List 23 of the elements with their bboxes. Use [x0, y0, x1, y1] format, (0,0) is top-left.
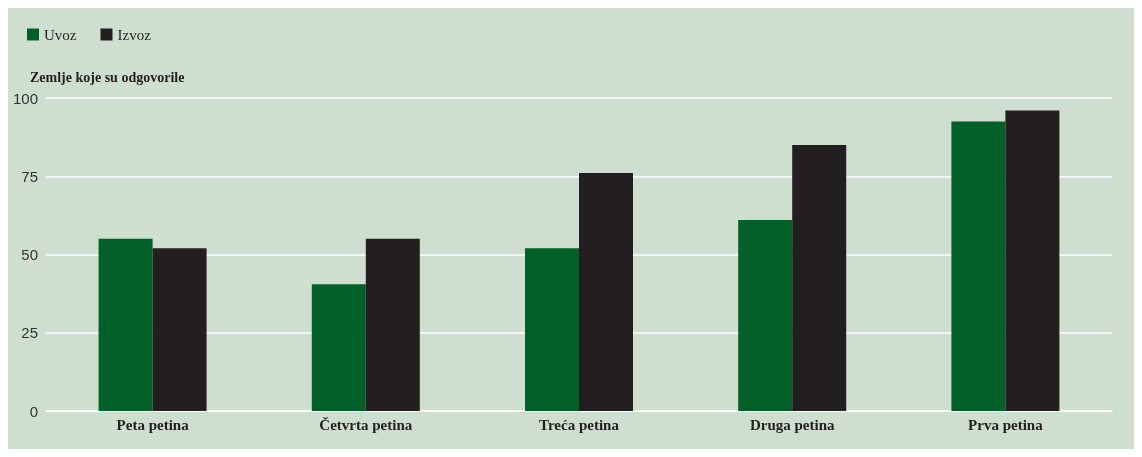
x-tick-label: Četvrta petina	[319, 416, 413, 433]
bar	[525, 248, 579, 411]
legend-label: Uvoz	[44, 26, 77, 43]
bar	[311, 284, 366, 411]
legend-label: Izvoz	[117, 26, 152, 43]
bar	[1005, 110, 1060, 411]
y-tick-label: 25	[21, 324, 38, 342]
y-tick-label: 0	[29, 402, 38, 420]
bar	[152, 248, 207, 411]
y-tick-label: 50	[21, 246, 38, 263]
x-tick-label: Peta petina	[116, 416, 190, 433]
y-tick-label: 75	[21, 167, 38, 185]
y-tick-label: 100	[12, 89, 38, 107]
x-tick-label: Treća petina	[539, 416, 620, 433]
bar	[738, 220, 793, 411]
y-axis-title: Zemlje koje su odgovorile	[30, 69, 185, 85]
bar	[365, 238, 420, 411]
bar	[579, 173, 633, 411]
bar	[792, 144, 847, 411]
x-tick-label: Druga petina	[749, 416, 835, 433]
bar	[98, 238, 153, 411]
x-tick-label: Prva petina	[968, 416, 1044, 433]
bar	[951, 121, 1006, 411]
